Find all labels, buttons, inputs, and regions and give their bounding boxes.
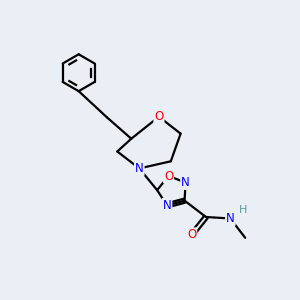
Text: O: O [164, 169, 173, 182]
Text: O: O [187, 228, 196, 241]
Text: N: N [226, 212, 235, 225]
Text: H: H [238, 205, 247, 215]
Text: N: N [163, 199, 171, 212]
Text: N: N [135, 162, 144, 175]
Text: N: N [181, 176, 190, 189]
Text: O: O [154, 110, 164, 123]
